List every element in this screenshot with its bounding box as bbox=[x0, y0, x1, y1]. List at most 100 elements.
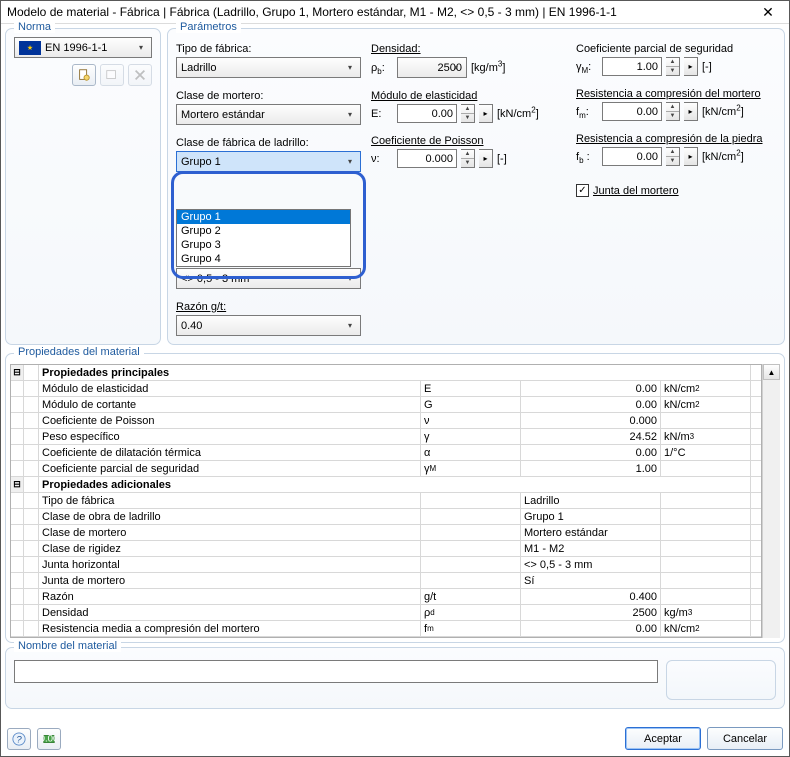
res-piedra-input[interactable] bbox=[602, 147, 662, 166]
help-icon-button[interactable]: ? bbox=[7, 728, 31, 750]
eu-flag-icon: ★ bbox=[19, 41, 41, 55]
units-icon-button[interactable]: 0.00 bbox=[37, 728, 61, 750]
coef-seg-symbol: γM: bbox=[576, 61, 598, 73]
picker-icon[interactable]: ▸ bbox=[684, 57, 698, 76]
chevron-down-icon: ▾ bbox=[342, 154, 358, 169]
close-button[interactable]: ✕ bbox=[753, 2, 783, 22]
densidad-symbol: ρb: bbox=[371, 62, 393, 74]
chevron-down-icon: ▾ bbox=[133, 40, 149, 55]
poisson-input[interactable] bbox=[397, 149, 457, 168]
grid-group-header[interactable]: ⊟ Propiedades adicionales bbox=[11, 477, 761, 493]
poisson-symbol: ν: bbox=[371, 153, 393, 165]
modulo-e-symbol: E: bbox=[371, 108, 393, 120]
properties-grid: ⊟ Propiedades principales Módulo de elas… bbox=[10, 364, 762, 638]
densidad-combo[interactable]: 2500▾ bbox=[397, 57, 467, 78]
junta-mortero-checkbox[interactable]: ✓ bbox=[576, 184, 589, 197]
picker-icon[interactable]: ▸ bbox=[479, 149, 493, 168]
table-row[interactable]: Razóng/t0.400 bbox=[11, 589, 761, 605]
scrollbar[interactable]: ▲ bbox=[762, 364, 780, 638]
norma-legend: Norma bbox=[14, 21, 55, 33]
densidad-unit: [kg/m3] bbox=[471, 62, 505, 74]
material-name-input[interactable] bbox=[14, 660, 658, 683]
clase-fabrica-label: Clase de fábrica de ladrillo: bbox=[176, 137, 361, 149]
tipo-fabrica-label: Tipo de fábrica: bbox=[176, 43, 361, 55]
res-mortero-input[interactable] bbox=[602, 102, 662, 121]
table-row[interactable]: Coeficiente parcial de seguridadγM1.00 bbox=[11, 461, 761, 477]
coef-seg-input[interactable] bbox=[602, 57, 662, 76]
dropdown-option[interactable]: Grupo 3 bbox=[177, 238, 350, 252]
propiedades-material-fieldset: Propiedades del material ⊟ Propiedades p… bbox=[5, 353, 785, 643]
table-row[interactable]: Coeficiente de Poissonν0.000 bbox=[11, 413, 761, 429]
collapse-toggle[interactable]: ⊟ bbox=[11, 477, 24, 492]
picker-icon[interactable]: ▸ bbox=[684, 147, 698, 166]
norma-value: EN 1996-1-1 bbox=[45, 42, 107, 54]
modulo-e-unit: [kN/cm2] bbox=[497, 108, 539, 120]
razon-label: Razón g/t: bbox=[176, 301, 361, 313]
parametros-fieldset: Parámetros Tipo de fábrica: Ladrillo▾ Cl… bbox=[167, 28, 785, 345]
poisson-label: Coeficiente de Poisson bbox=[371, 135, 566, 147]
scroll-up-icon[interactable]: ▲ bbox=[763, 364, 780, 380]
svg-text:0.00: 0.00 bbox=[42, 733, 56, 744]
table-row[interactable]: Junta de morteroSí bbox=[11, 573, 761, 589]
junta-mortero-label: Junta del mortero bbox=[593, 185, 679, 197]
spinner-icon[interactable]: ▲▼ bbox=[666, 102, 680, 121]
table-row[interactable]: Tipo de fábricaLadrillo bbox=[11, 493, 761, 509]
clase-mortero-label: Clase de mortero: bbox=[176, 90, 361, 102]
poisson-unit: [-] bbox=[497, 153, 507, 165]
table-row[interactable]: Coeficiente de dilatación térmicaα0.001/… bbox=[11, 445, 761, 461]
delete-icon-button[interactable] bbox=[128, 64, 152, 86]
res-piedra-unit: [kN/cm2] bbox=[702, 151, 744, 163]
nombre-legend: Nombre del material bbox=[14, 640, 121, 652]
chevron-down-icon: ▾ bbox=[342, 271, 358, 286]
collapse-toggle[interactable]: ⊟ bbox=[11, 365, 24, 380]
coef-seg-label: Coeficiente parcial de seguridad bbox=[576, 43, 776, 55]
chevron-down-icon: ▾ bbox=[342, 60, 358, 75]
spinner-icon[interactable]: ▲▼ bbox=[461, 104, 475, 123]
clase-fabrica-dropdown[interactable]: Grupo 1 Grupo 2 Grupo 3 Grupo 4 bbox=[176, 209, 351, 267]
table-row[interactable]: Módulo de elasticidadE0.00kN/cm2 bbox=[11, 381, 761, 397]
chevron-down-icon: ▾ bbox=[342, 318, 358, 333]
table-row[interactable]: Clase de obra de ladrilloGrupo 1 bbox=[11, 509, 761, 525]
table-row[interactable]: Junta horizontal<> 0,5 - 3 mm bbox=[11, 557, 761, 573]
tipo-fabrica-combo[interactable]: Ladrillo▾ bbox=[176, 57, 361, 78]
dropdown-option[interactable]: Grupo 2 bbox=[177, 224, 350, 238]
spinner-icon[interactable]: ▲▼ bbox=[666, 147, 680, 166]
razon-combo[interactable]: 0.40▾ bbox=[176, 315, 361, 336]
dropdown-option[interactable]: Grupo 4 bbox=[177, 252, 350, 266]
table-row[interactable]: Clase de morteroMortero estándar bbox=[11, 525, 761, 541]
edit-icon-button[interactable] bbox=[100, 64, 124, 86]
table-row[interactable]: Densidadρd2500kg/m3 bbox=[11, 605, 761, 621]
modulo-e-label: Módulo de elasticidad bbox=[371, 90, 566, 102]
grid-group-header[interactable]: ⊟ Propiedades principales bbox=[11, 365, 761, 381]
parametros-legend: Parámetros bbox=[176, 21, 241, 33]
res-mortero-unit: [kN/cm2] bbox=[702, 106, 744, 118]
window-title: Modelo de material - Fábrica | Fábrica (… bbox=[7, 5, 753, 19]
nombre-material-fieldset: Nombre del material bbox=[5, 647, 785, 709]
table-row[interactable]: Clase de rigidezM1 - M2 bbox=[11, 541, 761, 557]
spinner-icon[interactable]: ▲▼ bbox=[666, 57, 680, 76]
titlebar: Modelo de material - Fábrica | Fábrica (… bbox=[1, 1, 789, 24]
res-mortero-symbol: fm: bbox=[576, 106, 598, 118]
clase-mortero-combo[interactable]: Mortero estándar▾ bbox=[176, 104, 361, 125]
material-preview bbox=[666, 660, 776, 700]
res-mortero-label: Resistencia a compresión del mortero bbox=[576, 88, 776, 100]
dropdown-option[interactable]: Grupo 1 bbox=[177, 210, 350, 224]
propiedades-legend: Propiedades del material bbox=[14, 346, 144, 358]
modulo-e-input[interactable] bbox=[397, 104, 457, 123]
spinner-icon[interactable]: ▲▼ bbox=[461, 149, 475, 168]
res-piedra-symbol: fb : bbox=[576, 151, 598, 163]
table-row[interactable]: Resistencia media a compresión del morte… bbox=[11, 621, 761, 637]
picker-icon[interactable]: ▸ bbox=[479, 104, 493, 123]
accept-button[interactable]: Aceptar bbox=[625, 727, 701, 750]
clase-fabrica-combo[interactable]: Grupo 1▾ bbox=[176, 151, 361, 172]
picker-icon[interactable]: ▸ bbox=[684, 102, 698, 121]
cancel-button[interactable]: Cancelar bbox=[707, 727, 783, 750]
table-row[interactable]: Peso específicoγ24.52kN/m3 bbox=[11, 429, 761, 445]
svg-text:?: ? bbox=[16, 734, 22, 745]
chevron-down-icon: ▾ bbox=[448, 60, 464, 75]
norma-combo[interactable]: ★ EN 1996-1-1 ▾ bbox=[14, 37, 152, 58]
chevron-down-icon: ▾ bbox=[342, 107, 358, 122]
junta-horizontal-combo[interactable]: <> 0,5 - 3 mm▾ bbox=[176, 268, 361, 289]
table-row[interactable]: Módulo de cortanteG0.00kN/cm2 bbox=[11, 397, 761, 413]
new-icon-button[interactable] bbox=[72, 64, 96, 86]
